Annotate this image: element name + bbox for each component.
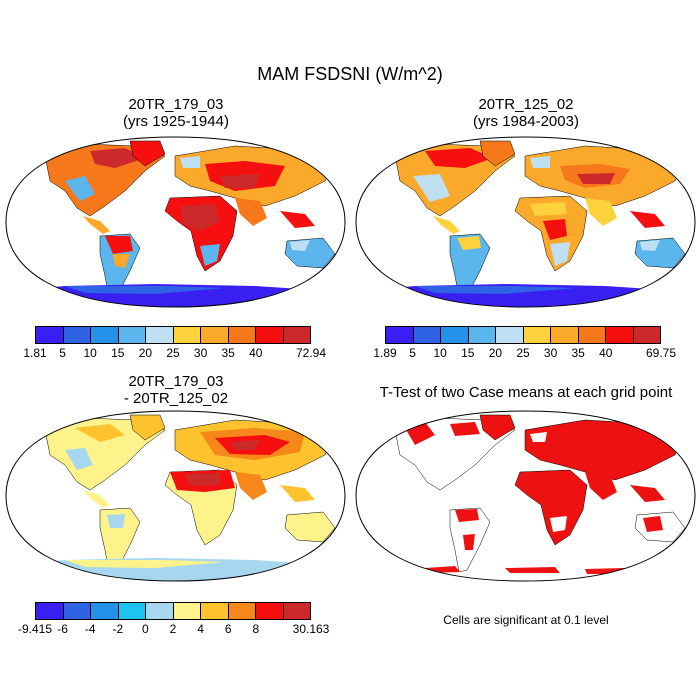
colorbar-1-tick-label: 1.81 <box>23 346 47 360</box>
colorbar-1-swatch <box>63 327 91 343</box>
panel-1-years-label: (yrs 1925-1944) <box>123 113 229 130</box>
colorbar-1-swatch <box>283 327 310 343</box>
panel-1-case-label: 20TR_179_03 <box>128 96 224 113</box>
colorbar-2-tick-label: 35 <box>571 346 585 360</box>
panel-1-title: 20TR_179_03 (yrs 1925-1944) <box>0 96 352 130</box>
panel-2-case-label: 20TR_125_02 <box>478 96 574 113</box>
colorbar-3-tick-label: 2 <box>169 622 177 636</box>
colorbar-3-tick-label: -9.415 <box>17 622 53 636</box>
colorbar-3-tick-label: -4 <box>84 622 96 636</box>
panel-2-title: 20TR_125_02 (yrs 1984-2003) <box>352 96 700 130</box>
colorbar-3-swatch <box>228 603 256 619</box>
colorbar-2-tick-label: 40 <box>599 346 613 360</box>
colorbar-3-labels: -9.415 -6 -4 -2 0 2 4 6 8 30.163 <box>18 622 329 638</box>
colorbar-3-tick-label: 0 <box>142 622 149 636</box>
colorbar-3-swatch <box>91 603 119 619</box>
significance-note: Cells are significant at 0.1 level <box>443 613 609 627</box>
colorbar-3-swatch <box>283 603 310 619</box>
colorbar-3-swatch <box>36 603 64 619</box>
colorbar-2-tick-label: 10 <box>433 346 447 360</box>
colorbar-2-tick-label: 20 <box>488 346 503 360</box>
panel-3-diff-label: - 20TR_125_02 <box>123 390 229 407</box>
map-panel-2 <box>355 136 696 308</box>
panel-4-test-label: T-Test of two Case means at each grid po… <box>379 384 673 401</box>
colorbar-3-tick-label: -6 <box>57 622 68 636</box>
colorbar-1-tick-label: 35 <box>221 346 235 360</box>
colorbar-2-tick-label: 15 <box>461 346 475 360</box>
colorbar-2-swatch <box>413 327 441 343</box>
colorbar-1-swatch <box>256 327 284 343</box>
colorbar-2-labels: 1.89 5 10 15 20 25 30 35 40 69.75 <box>373 346 676 362</box>
colorbar-1-tick-label: 5 <box>59 346 66 360</box>
colorbar-2 <box>385 326 661 344</box>
colorbar-1-swatch <box>146 327 174 343</box>
colorbar-3-tick-label: 4 <box>197 622 204 636</box>
colorbar-1-tick-label: 30 <box>193 346 208 360</box>
colorbar-2-swatch <box>606 327 634 343</box>
colorbar-2-swatch <box>523 327 551 343</box>
colorbar-3-swatch <box>118 603 146 619</box>
colorbar-1-tick-label: 40 <box>249 346 263 360</box>
colorbar-1-swatch <box>118 327 146 343</box>
colorbar-2-swatch <box>578 327 606 343</box>
colorbar-3-tick-label: -2 <box>112 622 124 636</box>
colorbar-3 <box>35 602 311 620</box>
colorbar-1-swatch <box>36 327 64 343</box>
colorbar-2-tick-label: 1.89 <box>373 346 397 360</box>
colorbar-2-swatch <box>441 327 469 343</box>
colorbar-1-swatch <box>91 327 119 343</box>
colorbar-1-tick-label: 72.94 <box>295 346 327 360</box>
colorbar-2-tick-label: 69.75 <box>645 346 677 360</box>
colorbar-1 <box>35 326 311 344</box>
colorbar-3-swatch <box>63 603 91 619</box>
panel-2-years-label: (yrs 1984-2003) <box>473 113 579 130</box>
colorbar-1-swatch <box>173 327 201 343</box>
panel-4-title: T-Test of two Case means at each grid po… <box>352 384 700 401</box>
figure-title: MAM FSDSNI (W/m^2) <box>257 64 443 84</box>
panel-3-case-label: 20TR_179_03 <box>128 373 224 390</box>
colorbar-2-tick-label: 5 <box>409 346 416 360</box>
panel-3-title: 20TR_179_03 - 20TR_125_02 <box>0 373 352 407</box>
colorbar-2-tick-label: 30 <box>543 346 558 360</box>
colorbar-3-tick-label: 8 <box>252 622 260 636</box>
map-panel-3 <box>5 410 346 582</box>
colorbar-3-swatch <box>201 603 229 619</box>
colorbar-2-tick-label: 25 <box>516 346 530 360</box>
colorbar-2-swatch <box>496 327 524 343</box>
map-panel-1 <box>5 136 346 308</box>
colorbar-1-labels: 1.81 5 10 15 20 25 30 35 40 72.94 <box>23 346 326 362</box>
colorbar-3-swatch <box>173 603 201 619</box>
colorbar-1-tick-label: 20 <box>138 346 153 360</box>
colorbar-1-tick-label: 25 <box>166 346 180 360</box>
colorbar-2-swatch <box>468 327 496 343</box>
colorbar-3-swatch <box>256 603 284 619</box>
colorbar-2-swatch <box>386 327 414 343</box>
colorbar-1-tick-label: 10 <box>83 346 97 360</box>
colorbar-2-swatch <box>551 327 579 343</box>
colorbar-1-swatch <box>228 327 256 343</box>
colorbar-1-swatch <box>201 327 229 343</box>
colorbar-3-tick-label: 30.163 <box>292 622 330 636</box>
map-panel-4 <box>355 410 696 582</box>
colorbar-2-swatch <box>633 327 660 343</box>
colorbar-3-tick-label: 6 <box>224 622 232 636</box>
colorbar-1-tick-label: 15 <box>111 346 125 360</box>
colorbar-3-swatch <box>146 603 174 619</box>
